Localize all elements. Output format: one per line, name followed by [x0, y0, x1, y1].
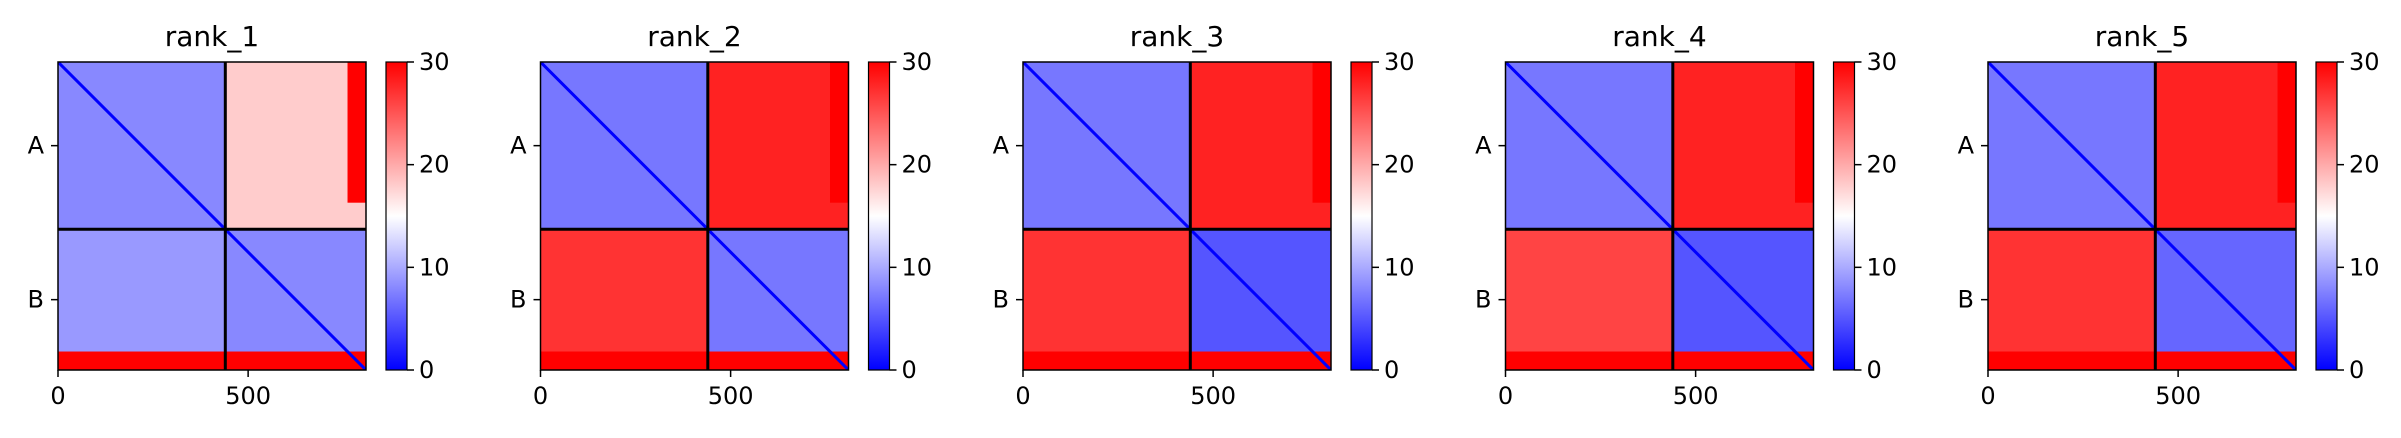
- colorbar-tick-label: 0: [902, 356, 917, 384]
- x-tick-label: 500: [2155, 382, 2201, 410]
- x-tick-label: 0: [1498, 382, 1513, 410]
- plot-frame: [539, 61, 850, 371]
- colorbar: [867, 61, 891, 371]
- heatmap-block-BA: [1505, 229, 1673, 370]
- plot-frame: [1022, 61, 1332, 371]
- x-tick-label: 500: [708, 382, 754, 410]
- y-tick-label: A: [993, 132, 1010, 160]
- colorbar-tick-label: 0: [1384, 356, 1399, 384]
- colorbar-tick-label: 20: [902, 151, 933, 179]
- colorbar-tick-label: 10: [902, 253, 933, 281]
- terminal-region: [540, 351, 849, 370]
- colorbar-tick-label: 30: [902, 48, 933, 76]
- colorbar: [385, 61, 408, 371]
- y-tick-label: B: [510, 286, 526, 314]
- colorbar-tick-label: 10: [2349, 253, 2380, 281]
- x-tick-label: 500: [225, 382, 271, 410]
- heatmap-block-BA: [58, 229, 226, 370]
- diagonal-line: [1988, 62, 2296, 370]
- x-tick-label: 0: [1015, 382, 1030, 410]
- colorbar-tick-label: 0: [1867, 356, 1882, 384]
- pae-panel-3: rank_3 0 500 A B 0 10 20 30: [993, 20, 1415, 410]
- x-tick-label: 0: [533, 382, 548, 410]
- colorbar-tick-label: 30: [1867, 48, 1898, 76]
- heatmap-block-AB: [1190, 62, 1331, 230]
- heatmap-block-BA: [540, 229, 708, 370]
- pae-panel-4: rank_4 0 500 A B 0 10 20 30: [1475, 20, 1897, 410]
- heatmap-block-BA: [1023, 229, 1191, 370]
- diagonal-line: [1023, 62, 1331, 370]
- panel-title: rank_5: [2095, 20, 2189, 53]
- y-tick-label: B: [28, 286, 44, 314]
- x-tick-label: 0: [1980, 382, 1995, 410]
- plot-frame: [57, 61, 367, 371]
- heatmap-block-AB: [1672, 62, 1814, 230]
- colorbar: [2315, 61, 2338, 371]
- terminal-region: [347, 62, 366, 203]
- y-tick-label: B: [1958, 286, 1974, 314]
- y-tick-label: B: [1475, 286, 1491, 314]
- x-tick-label: 500: [1673, 382, 1719, 410]
- panel-title: rank_3: [1130, 20, 1224, 53]
- colorbar: [1350, 61, 1373, 371]
- terminal-region: [1505, 351, 1814, 370]
- y-tick-label: B: [993, 286, 1009, 314]
- colorbar-tick-label: 20: [1867, 151, 1898, 179]
- heatmap-block-AB: [707, 62, 849, 230]
- colorbar-tick-label: 0: [419, 356, 434, 384]
- pae-panel-5: rank_5 0 500 A B 0 10 20 30: [1958, 20, 2380, 410]
- terminal-region: [1312, 62, 1331, 203]
- colorbar-tick-label: 30: [419, 48, 450, 76]
- colorbar: [1832, 61, 1856, 371]
- terminal-region: [2277, 62, 2296, 203]
- y-tick-label: A: [28, 132, 45, 160]
- plot-frame: [1987, 61, 2297, 371]
- y-tick-label: A: [1475, 132, 1492, 160]
- y-tick-label: A: [1958, 132, 1975, 160]
- panel-title: rank_4: [1612, 20, 1706, 53]
- panel-title: rank_1: [165, 20, 259, 53]
- terminal-region: [1023, 351, 1331, 370]
- colorbar-tick-label: 30: [2349, 48, 2380, 76]
- colorbar-tick-label: 10: [419, 253, 450, 281]
- panel-title: rank_2: [647, 20, 741, 53]
- colorbar-tick-label: 10: [1867, 253, 1898, 281]
- terminal-region: [58, 351, 366, 370]
- y-tick-label: A: [510, 132, 527, 160]
- colorbar-tick-label: 20: [2349, 151, 2380, 179]
- pae-panel-1: rank_1 0 500 A B 0 10 20 30: [28, 20, 450, 410]
- diagonal-line: [1505, 62, 1814, 370]
- terminal-region: [1795, 62, 1814, 203]
- x-tick-label: 0: [50, 382, 65, 410]
- terminal-region: [1988, 351, 2296, 370]
- colorbar-tick-label: 20: [1384, 151, 1415, 179]
- pae-panel-2: rank_2 0 500 A B 0 10 20 30: [510, 20, 932, 410]
- heatmap-block-AB: [225, 62, 366, 230]
- plot-frame: [1504, 61, 1815, 371]
- heatmap-block-AB: [2155, 62, 2296, 230]
- colorbar-tick-label: 10: [1384, 253, 1415, 281]
- heatmap-block-BA: [1988, 229, 2156, 370]
- colorbar-tick-label: 30: [1384, 48, 1415, 76]
- colorbar-tick-label: 20: [419, 151, 450, 179]
- colorbar-tick-label: 0: [2349, 356, 2364, 384]
- terminal-region: [830, 62, 849, 203]
- diagonal-line: [58, 62, 366, 370]
- diagonal-line: [540, 62, 849, 370]
- x-tick-label: 500: [1190, 382, 1236, 410]
